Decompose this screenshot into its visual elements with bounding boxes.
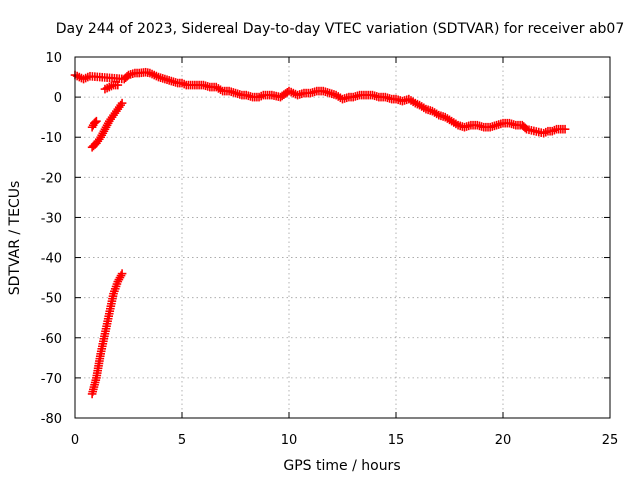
axis-ticks — [74, 56, 611, 419]
y-tick-label: -80 — [41, 412, 62, 427]
y-tick-label: 10 — [45, 51, 62, 66]
data-point — [117, 269, 127, 278]
x-tick-label: 15 — [388, 433, 405, 448]
x-tick-label: 0 — [71, 433, 79, 448]
series-arc-middle — [87, 98, 127, 152]
grid-lines — [75, 57, 610, 418]
x-tick-label: 10 — [281, 433, 298, 448]
data-point — [91, 117, 100, 127]
x-axis-label: GPS time / hours — [283, 458, 400, 474]
data-point — [113, 80, 123, 90]
series-arc-mid-upper — [100, 80, 123, 94]
data-points — [70, 67, 570, 399]
plot-frame — [74, 56, 611, 419]
y-tick-label: -30 — [41, 211, 62, 226]
y-tick-label: -20 — [41, 171, 62, 186]
data-point — [560, 124, 570, 134]
y-tick-label: -50 — [41, 292, 62, 307]
y-tick-label: -10 — [41, 131, 62, 146]
x-tick-labels: 0 5 10 15 20 25 — [71, 433, 618, 448]
y-tick-label: -40 — [41, 252, 62, 267]
y-tick-label: -60 — [41, 332, 62, 347]
y-tick-labels: -80 -70 -60 -50 -40 -30 -20 -10 0 10 — [41, 51, 62, 427]
y-tick-label: 0 — [54, 91, 62, 106]
x-tick-label: 20 — [495, 433, 512, 448]
x-tick-label: 25 — [602, 433, 619, 448]
series-arc-main — [70, 67, 570, 138]
data-point — [117, 98, 127, 108]
data-point — [92, 116, 101, 126]
y-axis-label: SDTVAR / TECUs — [7, 181, 23, 296]
series-arc-upper-short — [87, 116, 101, 132]
series-arc-steep — [87, 269, 127, 399]
y-tick-label: -70 — [41, 372, 62, 387]
chart-title: Day 244 of 2023, Sidereal Day-to-day VTE… — [56, 21, 625, 37]
x-tick-label: 5 — [178, 433, 186, 448]
